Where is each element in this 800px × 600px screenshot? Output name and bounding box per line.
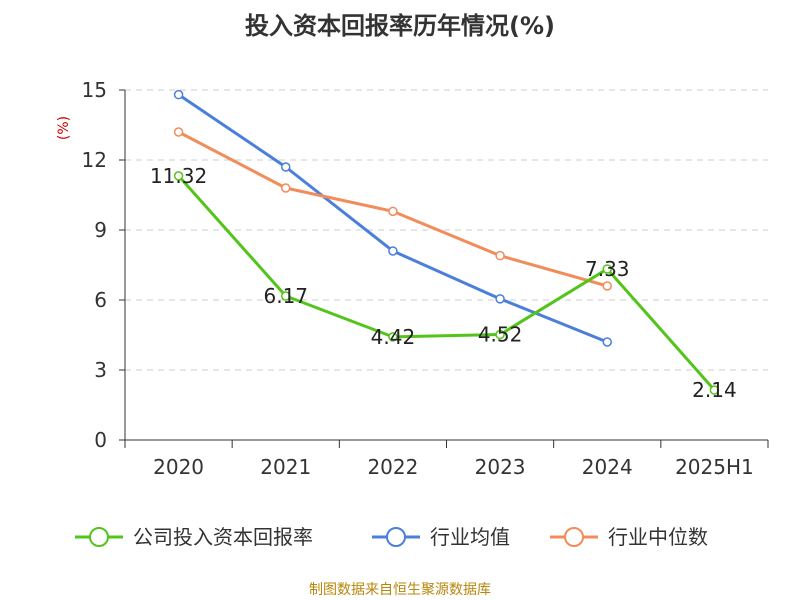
series-layer [173,89,720,395]
data-label: 4.52 [478,323,523,347]
source-note: 制图数据来自恒生聚源数据库 [309,582,491,598]
series-0 [173,171,720,395]
legend-label: 行业中位数 [608,525,708,549]
y-tick-label: 15 [82,78,107,102]
series-line [177,93,608,344]
y-tick-label: 9 [94,218,107,242]
data-point [602,281,612,291]
data-point [173,171,184,181]
data-label: 11.32 [150,164,207,188]
y-tick-label: 6 [94,288,107,312]
data-label: 2.14 [692,378,737,402]
data-point [281,162,291,172]
data-point [388,206,398,217]
legend-item-0: 公司投入资本回报率 [75,525,313,549]
x-tick-label: 2022 [367,455,418,479]
data-point [495,250,505,261]
data-label: 4.42 [371,325,416,349]
x-tick-label: 2025H1 [675,455,754,479]
legend-marker [89,527,109,547]
data-labels: 11.32 6.17 4.42 4.52 7.33 2.14 [150,164,737,402]
legend-label: 行业均值 [430,525,510,549]
legend-label: 公司投入资本回报率 [133,525,313,549]
data-point [495,294,505,304]
data-label: 6.17 [263,284,308,308]
series-line [177,174,716,392]
x-tick-label: 2024 [582,455,633,479]
data-point [602,264,612,274]
y-tick-label: 3 [94,358,107,382]
axes: 0 3 6 9 12 15 2020 2021 2022 2023 2024 2025H1 [82,78,769,479]
data-point [173,127,184,137]
y-tick-label: 12 [82,148,107,172]
data-point [173,89,184,100]
data-point [602,337,612,347]
legend-marker [386,527,406,547]
data-point [281,291,291,301]
data-point [281,183,291,193]
data-point [709,385,720,395]
legend-item-2: 行业中位数 [550,525,708,549]
legend-marker [564,527,584,547]
series-2 [173,127,612,291]
legend-item-1: 行业均值 [372,525,510,549]
data-point [388,332,398,342]
grid-lines [125,89,768,371]
x-tick-label: 2020 [153,455,204,479]
data-label: 7.33 [585,257,630,281]
data-point [495,329,505,340]
y-tick-label: 0 [94,428,107,452]
data-point [388,246,398,256]
x-tick-label: 2023 [475,455,526,479]
y-axis-label: (%) [56,116,72,140]
chart-title: 投入资本回报率历年情况(%) [245,12,555,40]
legend: 公司投入资本回报率 行业均值 行业中位数 [75,525,708,549]
x-tick-label: 2021 [260,455,311,479]
